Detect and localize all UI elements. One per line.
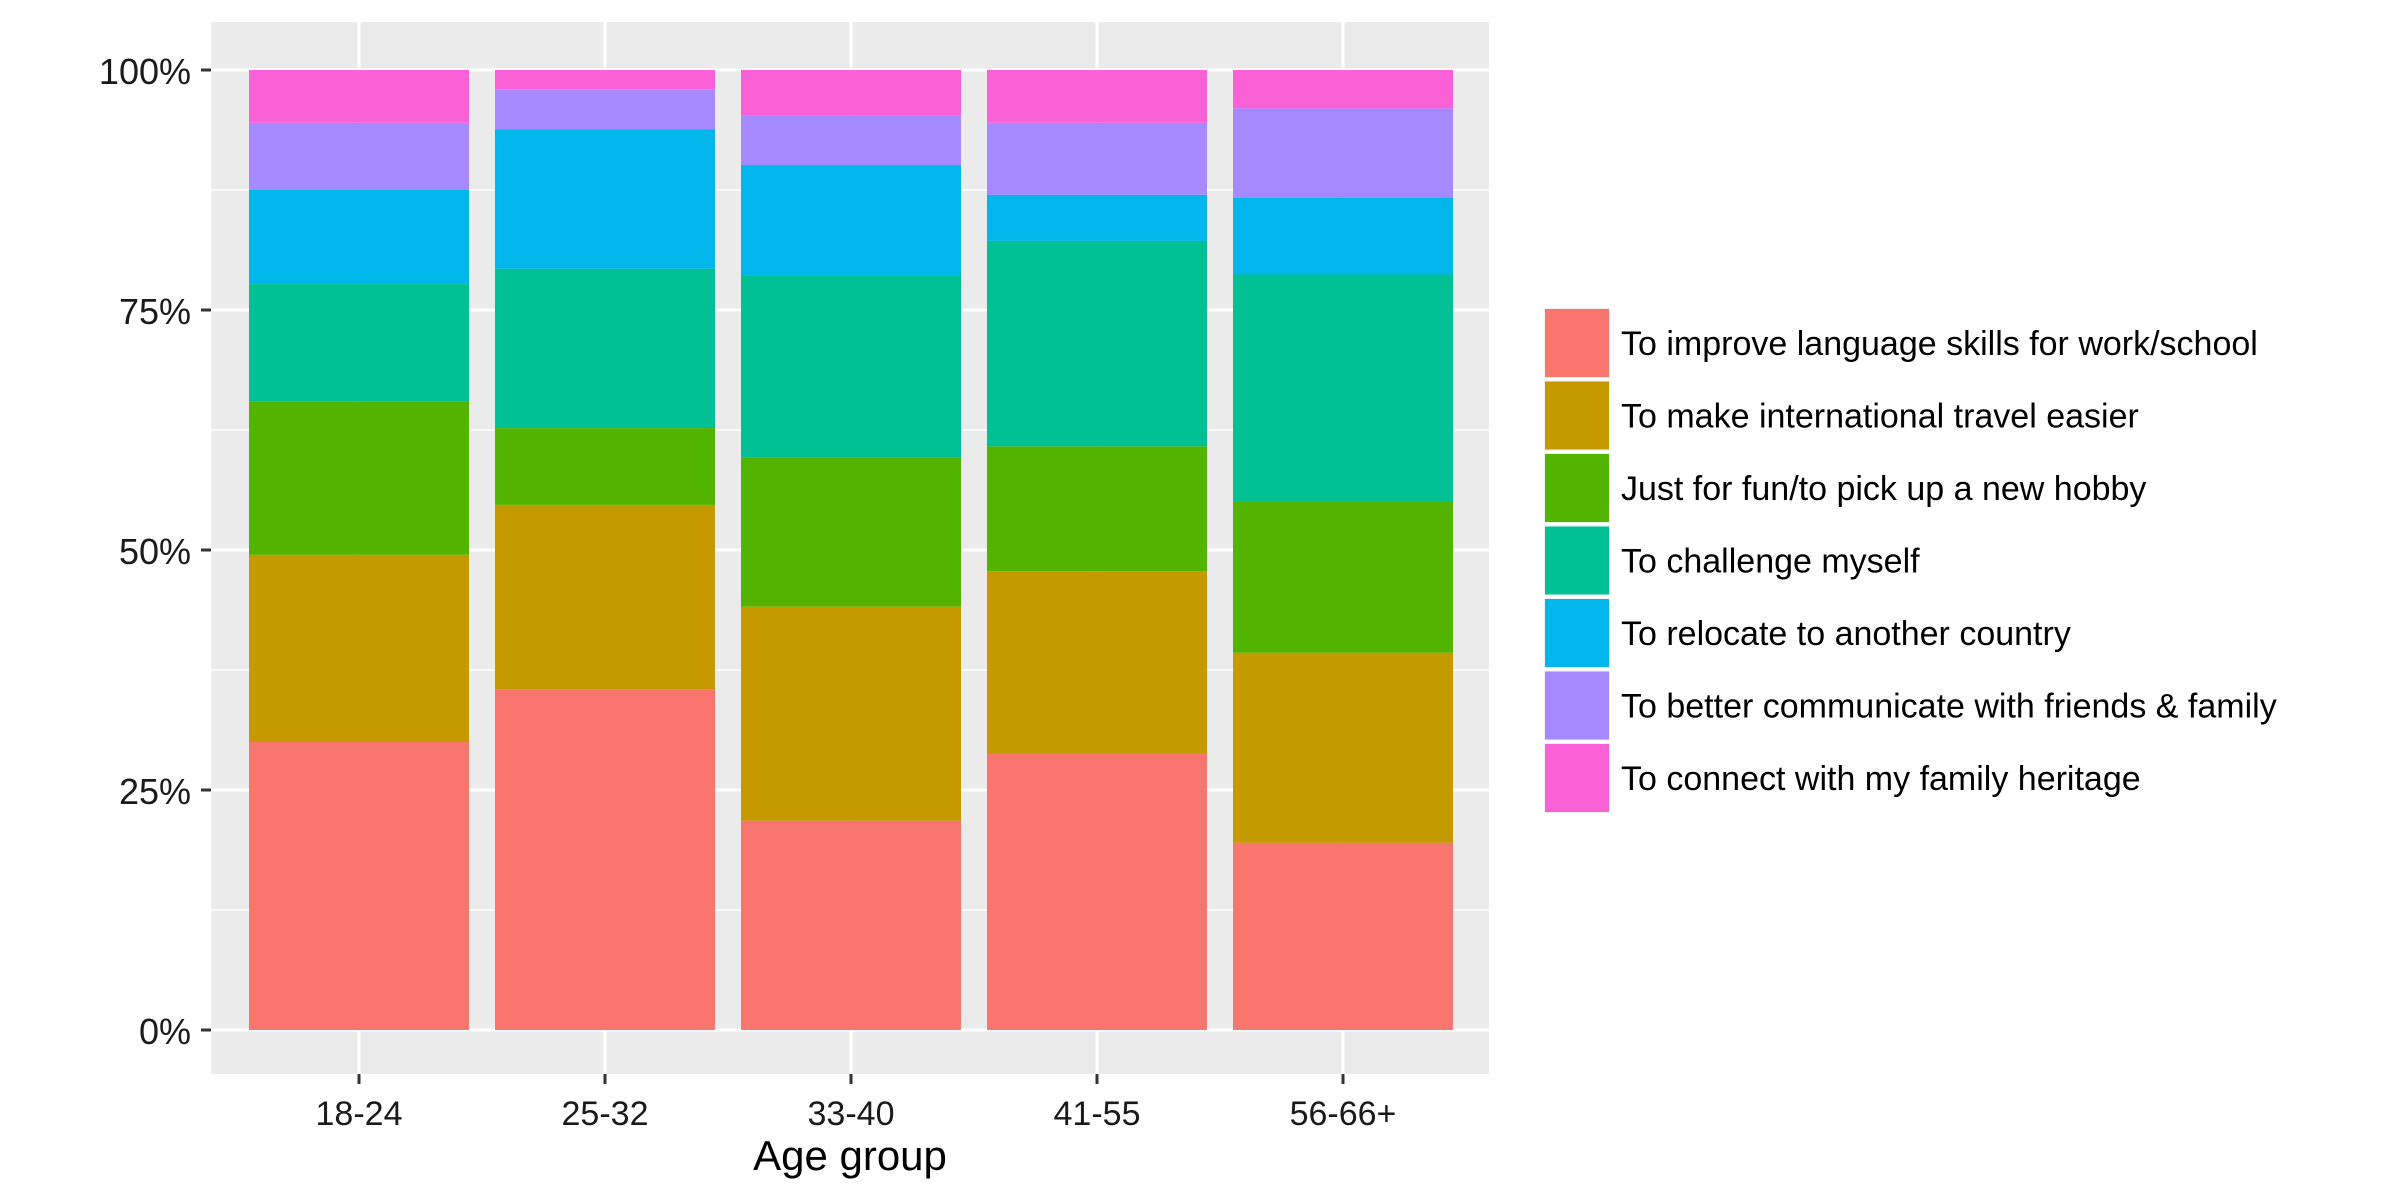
bar-segment	[495, 89, 715, 130]
legend: To improve language skills for work/scho…	[1542, 306, 2277, 815]
bar-segment	[495, 129, 715, 269]
bar-segment	[1233, 501, 1453, 653]
y-axis: 0% 25% 50% 75% 100%	[99, 51, 211, 1052]
bar-segment	[741, 457, 961, 607]
x-axis-title: Age group	[753, 1132, 947, 1179]
bar-segment	[495, 428, 715, 505]
x-tick-label: 25-32	[562, 1095, 649, 1133]
legend-label: To connect with my family heritage	[1621, 760, 2141, 798]
bar-segment	[249, 122, 469, 190]
legend-label: To improve language skills for work/scho…	[1621, 325, 2258, 363]
bar-segment	[987, 70, 1207, 123]
bar-segment	[741, 165, 961, 276]
bar-segment	[495, 70, 715, 90]
legend-swatch	[1545, 381, 1609, 450]
bar-segment	[495, 689, 715, 1030]
bar-segment	[1233, 197, 1453, 275]
legend-swatch	[1545, 744, 1609, 812]
legend-label: To relocate to another country	[1621, 615, 2071, 653]
y-tick-label: 25%	[119, 771, 191, 812]
bar-segment	[741, 820, 961, 1030]
bar-segment	[1233, 842, 1453, 1030]
bar-segment	[1233, 70, 1453, 109]
bar-segment	[987, 571, 1207, 754]
bar-segment	[1233, 108, 1453, 198]
bar-segment	[741, 70, 961, 116]
x-axis: 18-24 25-32 33-40 41-55 56-66+	[316, 1074, 1397, 1133]
bar-segment	[987, 446, 1207, 572]
bar-segment	[987, 240, 1207, 447]
bar-segment	[1233, 274, 1453, 502]
legend-label: To challenge myself	[1621, 543, 1920, 581]
legend-swatch	[1545, 454, 1609, 522]
legend-swatch	[1545, 309, 1609, 377]
x-tick-label: 41-55	[1054, 1095, 1141, 1133]
y-tick-label: 75%	[119, 291, 191, 332]
bars	[249, 70, 1453, 1030]
bar-segment	[987, 753, 1207, 1030]
y-tick-label: 100%	[99, 51, 191, 92]
bar-segment	[495, 504, 715, 690]
legend-label: Just for fun/to pick up a new hobby	[1621, 470, 2146, 508]
legend-swatch	[1545, 671, 1609, 740]
bar-segment	[249, 554, 469, 742]
bar-segment	[741, 275, 961, 458]
x-tick-label: 33-40	[808, 1095, 895, 1133]
bar-segment	[987, 194, 1207, 241]
y-tick-label: 0%	[139, 1011, 191, 1052]
legend-label: To make international travel easier	[1621, 398, 2139, 436]
legend-label: To better communicate with friends & fam…	[1621, 688, 2277, 726]
bar-segment	[1233, 652, 1453, 843]
legend-swatch	[1545, 599, 1609, 667]
bar-segment	[249, 284, 469, 402]
bar-segment	[249, 401, 469, 555]
x-tick-label: 56-66+	[1290, 1095, 1397, 1133]
bar-segment	[741, 606, 961, 821]
bar-segment	[249, 742, 469, 1030]
bar-segment	[249, 70, 469, 123]
bar-segment	[495, 268, 715, 429]
bar-segment	[987, 122, 1207, 195]
bar-segment	[249, 190, 469, 285]
y-tick-label: 50%	[119, 531, 191, 572]
bar-segment	[741, 115, 961, 166]
legend-swatch	[1545, 526, 1609, 595]
x-tick-label: 18-24	[316, 1095, 403, 1133]
